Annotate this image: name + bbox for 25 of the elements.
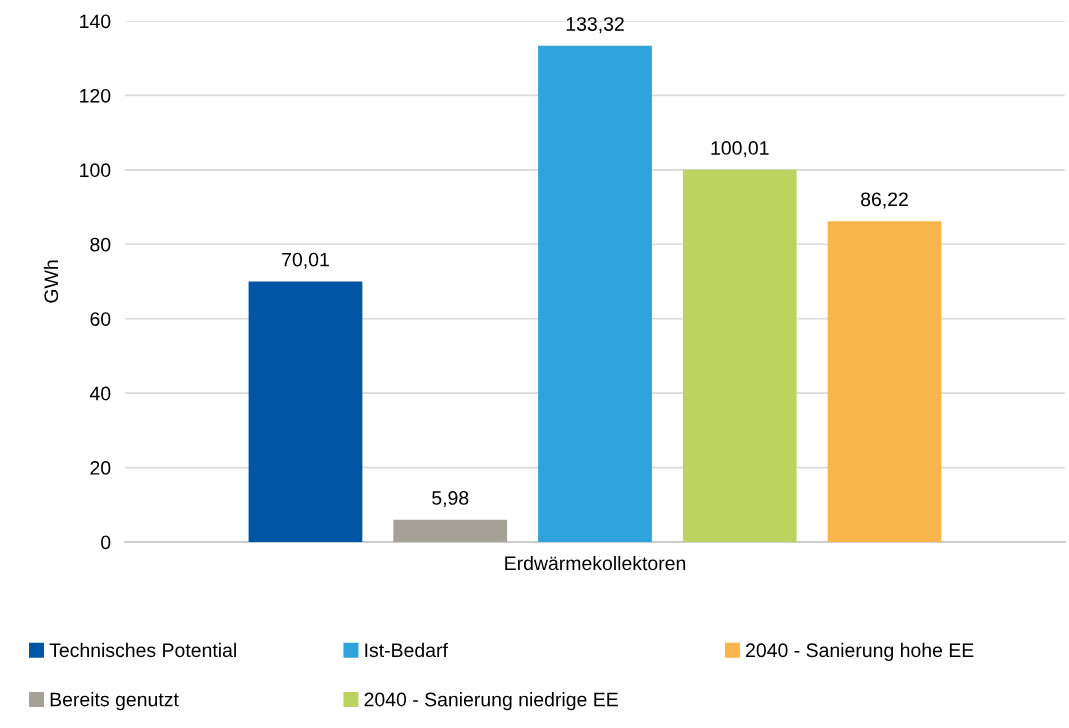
bar [827,221,942,542]
data-label: 100,01 [711,141,769,158]
y-tick-label: 0 [101,535,111,550]
y-axis-title: GWh [43,260,59,303]
legend-label: 2040 - Sanierung hohe EE [746,642,974,661]
legend-label: Technisches Potential [49,642,236,658]
bar [682,169,797,542]
legend-label: Ist-Bedarf [365,642,448,658]
y-tick-label: 120 [80,88,111,103]
data-label: 86,22 [861,192,908,209]
y-tick-label: 60 [90,312,111,326]
bar [393,519,508,542]
legend-label: 2040 - Sanierung niedrige EE [364,692,618,711]
y-tick-label: 20 [90,461,111,475]
bar [248,281,363,542]
data-label: 5,98 [432,491,469,508]
bar [538,45,652,542]
y-tick-label: 80 [90,237,111,252]
data-label: 70,01 [282,252,329,269]
x-tick-label: Erdwärmekollektoren [505,555,686,571]
data-label: 133,32 [566,17,624,34]
y-tick-label: 100 [80,163,111,178]
legend-label: Bereits genutzt [50,692,179,711]
y-tick-label: 40 [89,386,111,401]
y-tick-label: 140 [80,14,111,29]
